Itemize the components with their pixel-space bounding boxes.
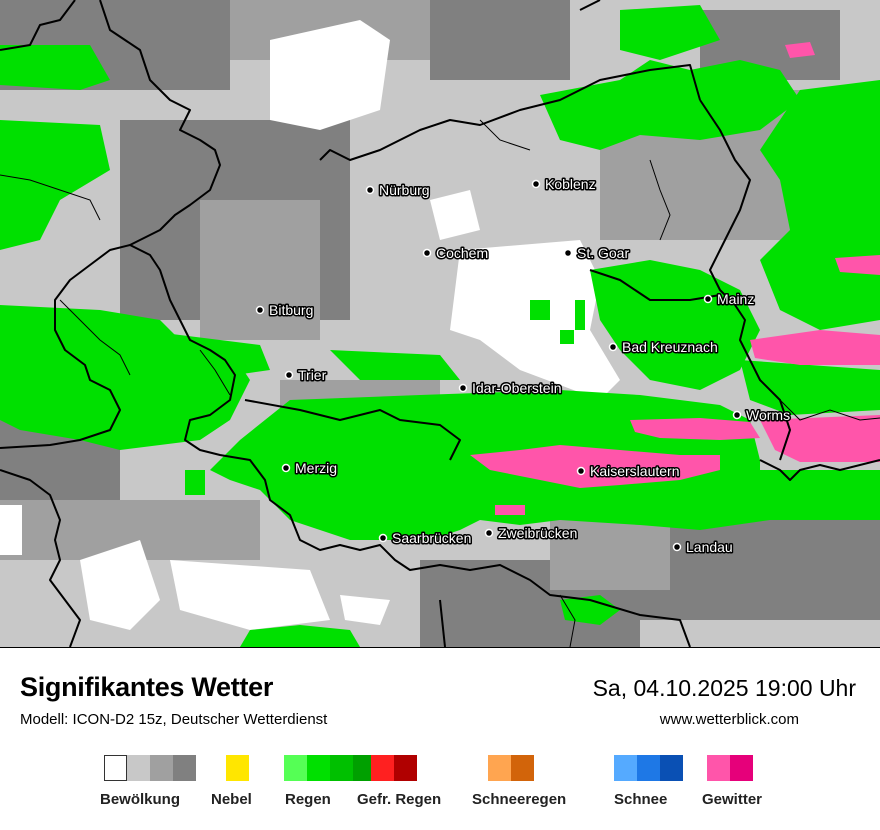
city-dot [608, 342, 618, 352]
legend-label: Regen [285, 791, 331, 808]
city-marker: Merzig [281, 459, 339, 478]
legend-swatch [511, 755, 534, 781]
city-marker: Landau [672, 538, 734, 557]
city-label: Zweibrücken [498, 525, 577, 541]
state-borders [0, 0, 880, 647]
legend-swatch [104, 755, 127, 781]
legend-swatch [173, 755, 196, 781]
city-dot [672, 542, 682, 552]
legend-swatch [394, 755, 417, 781]
legend-swatch [127, 755, 150, 781]
city-label: Mainz [717, 291, 754, 307]
legend-swatches [104, 755, 196, 781]
city-dot [531, 179, 541, 189]
legend-swatch [660, 755, 683, 781]
city-label: Saarbrücken [392, 530, 471, 546]
city-label: Trier [298, 367, 327, 383]
legend-swatch [284, 755, 307, 781]
city-marker: Trier [284, 366, 328, 385]
legend-swatch [614, 755, 637, 781]
city-label: Worms [746, 407, 790, 423]
city-dot [576, 466, 586, 476]
legend-swatches [488, 755, 534, 781]
legend-swatches [284, 755, 376, 781]
legend-swatch [353, 755, 376, 781]
city-label: Bitburg [269, 302, 313, 318]
city-dot [484, 528, 494, 538]
map-footer: Signifikantes Wetter Modell: ICON-D2 15z… [0, 647, 880, 830]
legend-label: Gefr. Regen [357, 791, 442, 808]
legend-swatches [614, 755, 683, 781]
city-dot [422, 248, 432, 258]
city-label: St. Goar [577, 245, 629, 261]
city-marker: Bitburg [255, 301, 315, 320]
city-label: Kaiserslautern [590, 463, 680, 479]
legend-swatches [707, 755, 753, 781]
map-title: Signifikantes Wetter [20, 672, 274, 702]
city-marker: Zweibrücken [484, 524, 579, 543]
legend-swatch [226, 755, 249, 781]
legend-swatch [307, 755, 330, 781]
city-label: Landau [686, 539, 733, 555]
cloud-cover-clear [0, 20, 620, 630]
city-dot [458, 383, 468, 393]
city-marker: Nürburg [365, 181, 431, 200]
legend-swatch [371, 755, 394, 781]
legend-label: Gewitter [702, 791, 763, 808]
legend-swatch [707, 755, 730, 781]
legend-swatch [330, 755, 353, 781]
city-label: Koblenz [545, 176, 596, 192]
city-dot [281, 463, 291, 473]
legend-swatch [637, 755, 660, 781]
forecast-datetime: Sa, 04.10.2025 19:00 Uhr [592, 675, 856, 701]
city-label: Bad Kreuznach [622, 339, 718, 355]
city-dot [732, 410, 742, 420]
border-secondary [0, 119, 880, 647]
city-marker: Koblenz [531, 175, 597, 194]
city-label: Cochem [436, 245, 488, 261]
map-canvas: Nürburg Koblenz Cochem St. Goar Bitburg Mainz… [0, 0, 880, 647]
legend-swatch [150, 755, 173, 781]
legend-label: Schneeregen [472, 791, 567, 808]
city-label: Merzig [295, 460, 337, 476]
legend-label: Bewölkung [100, 791, 181, 808]
legend-swatch [730, 755, 753, 781]
legend-label: Schnee [614, 791, 668, 808]
city-marker: Kaiserslautern [576, 462, 681, 481]
city-dot [378, 533, 388, 543]
city-marker: St. Goar [563, 244, 631, 263]
city-marker: Idar-Oberstein [458, 379, 563, 398]
city-marker: Bad Kreuznach [608, 338, 719, 357]
city-dot [255, 305, 265, 315]
legend-swatches [226, 755, 249, 781]
city-marker: Saarbrücken [378, 529, 473, 548]
model-info: Modell: ICON-D2 15z, Deutscher Wetterdie… [20, 711, 328, 728]
weather-map: Nürburg Koblenz Cochem St. Goar Bitburg Mainz… [0, 0, 880, 647]
city-dot [284, 370, 294, 380]
city-dot [365, 185, 375, 195]
city-marker: Cochem [422, 244, 490, 263]
legend-label: Nebel [211, 791, 252, 808]
city-marker: Worms [732, 406, 792, 425]
thunderstorm-areas [470, 42, 880, 515]
legend-swatch [488, 755, 511, 781]
city-marker: Mainz [703, 290, 756, 309]
city-dot [703, 294, 713, 304]
city-label: Idar-Oberstein [472, 380, 561, 396]
city-markers: Nürburg Koblenz Cochem St. Goar Bitburg Mainz… [255, 175, 792, 557]
city-dot [563, 248, 573, 258]
site-url: www.wetterblick.com [659, 711, 799, 728]
city-label: Nürburg [379, 182, 430, 198]
legend-swatches [371, 755, 417, 781]
